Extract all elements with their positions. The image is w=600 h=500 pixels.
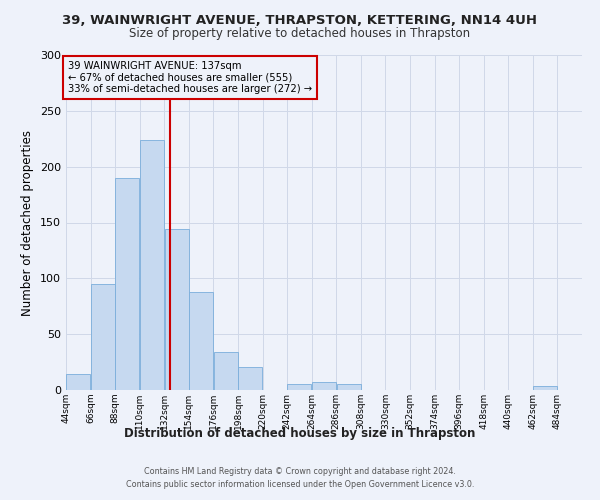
Bar <box>66 374 90 390</box>
Bar <box>164 229 188 390</box>
Bar <box>189 292 213 390</box>
Y-axis label: Number of detached properties: Number of detached properties <box>22 130 34 316</box>
Bar <box>91 284 115 390</box>
Bar <box>214 352 238 390</box>
Text: Contains HM Land Registry data © Crown copyright and database right 2024.
Contai: Contains HM Land Registry data © Crown c… <box>126 468 474 489</box>
Bar <box>287 384 311 390</box>
Text: Size of property relative to detached houses in Thrapston: Size of property relative to detached ho… <box>130 27 470 40</box>
Text: Distribution of detached houses by size in Thrapston: Distribution of detached houses by size … <box>124 428 476 440</box>
Bar <box>115 178 139 390</box>
Bar <box>140 140 164 390</box>
Bar <box>312 382 336 390</box>
Text: 39 WAINWRIGHT AVENUE: 137sqm
← 67% of detached houses are smaller (555)
33% of s: 39 WAINWRIGHT AVENUE: 137sqm ← 67% of de… <box>68 60 313 94</box>
Bar <box>238 366 262 390</box>
Bar <box>337 384 361 390</box>
Text: 39, WAINWRIGHT AVENUE, THRAPSTON, KETTERING, NN14 4UH: 39, WAINWRIGHT AVENUE, THRAPSTON, KETTER… <box>62 14 538 27</box>
Bar <box>533 386 557 390</box>
